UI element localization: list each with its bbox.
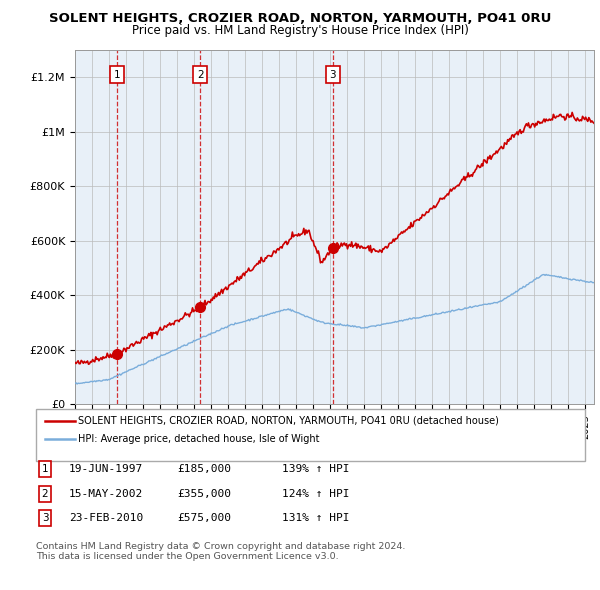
Text: 15-MAY-2002: 15-MAY-2002 <box>69 489 143 499</box>
Text: £185,000: £185,000 <box>177 464 231 474</box>
Text: 139% ↑ HPI: 139% ↑ HPI <box>282 464 349 474</box>
Text: SOLENT HEIGHTS, CROZIER ROAD, NORTON, YARMOUTH, PO41 0RU (detached house): SOLENT HEIGHTS, CROZIER ROAD, NORTON, YA… <box>78 416 499 425</box>
Text: 3: 3 <box>329 70 336 80</box>
Text: 124% ↑ HPI: 124% ↑ HPI <box>282 489 349 499</box>
Text: 2: 2 <box>197 70 204 80</box>
Text: 3: 3 <box>41 513 49 523</box>
Text: 1: 1 <box>41 464 49 474</box>
Text: 131% ↑ HPI: 131% ↑ HPI <box>282 513 349 523</box>
Text: 1: 1 <box>114 70 121 80</box>
Text: Price paid vs. HM Land Registry's House Price Index (HPI): Price paid vs. HM Land Registry's House … <box>131 24 469 37</box>
Text: HPI: Average price, detached house, Isle of Wight: HPI: Average price, detached house, Isle… <box>78 434 320 444</box>
Text: Contains HM Land Registry data © Crown copyright and database right 2024.
This d: Contains HM Land Registry data © Crown c… <box>36 542 406 561</box>
Text: 23-FEB-2010: 23-FEB-2010 <box>69 513 143 523</box>
Text: SOLENT HEIGHTS, CROZIER ROAD, NORTON, YARMOUTH, PO41 0RU: SOLENT HEIGHTS, CROZIER ROAD, NORTON, YA… <box>49 12 551 25</box>
Text: £575,000: £575,000 <box>177 513 231 523</box>
Text: 19-JUN-1997: 19-JUN-1997 <box>69 464 143 474</box>
Text: 2: 2 <box>41 489 49 499</box>
Text: £355,000: £355,000 <box>177 489 231 499</box>
